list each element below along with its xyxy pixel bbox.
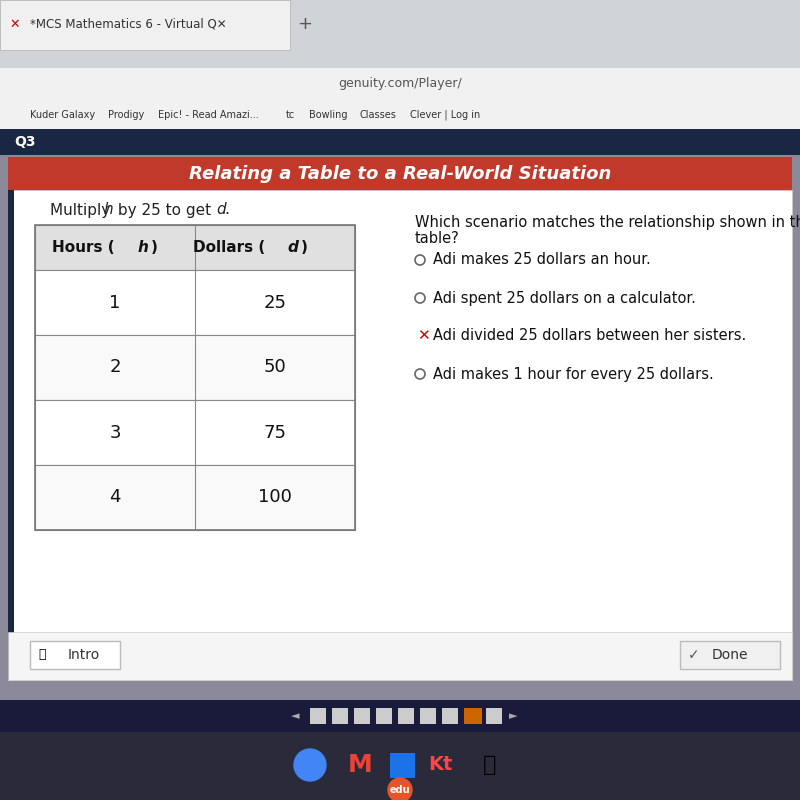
Bar [398,708,414,724]
Bar [0,732,800,800]
Text: Relating a Table to a Real-World Situation: Relating a Table to a Real-World Situati… [189,165,611,183]
Text: 3: 3 [110,423,121,442]
Bar [8,157,792,192]
Bar [442,708,458,724]
Bar [376,708,392,724]
Text: Adi spent 25 dollars on a calculator.: Adi spent 25 dollars on a calculator. [433,290,696,306]
Bar [0,700,800,732]
Bar [35,465,355,530]
Bar [310,708,326,724]
Text: Hours (: Hours ( [52,240,115,255]
Text: *MCS Mathematics 6 - Virtual Q✕: *MCS Mathematics 6 - Virtual Q✕ [30,18,226,30]
Bar [35,225,355,530]
Text: genuity.com/Player/: genuity.com/Player/ [338,78,462,90]
Bar [390,753,415,778]
Circle shape [388,778,412,800]
Text: Done: Done [712,648,748,662]
Text: Adi makes 1 hour for every 25 dollars.: Adi makes 1 hour for every 25 dollars. [433,366,714,382]
Text: ►: ► [509,711,518,721]
Bar [8,190,792,680]
Text: tc: tc [286,110,295,120]
Bar [464,708,482,724]
Text: table?: table? [415,231,460,246]
Text: 1: 1 [110,294,121,311]
Bar [30,641,120,669]
Bar [0,129,800,155]
Text: 🔊: 🔊 [38,649,46,662]
Circle shape [294,749,326,781]
Text: Dollars (: Dollars ( [193,240,265,255]
Bar [420,708,436,724]
Bar [680,641,780,669]
Text: Prodigy: Prodigy [108,110,144,120]
Text: Kt: Kt [428,755,452,774]
Bar [354,708,370,724]
Text: Adi makes 25 dollars an hour.: Adi makes 25 dollars an hour. [433,253,650,267]
Text: ◄: ◄ [290,711,299,721]
Text: by 25 to get: by 25 to get [113,202,216,218]
Text: M: M [348,753,372,777]
Text: Q3: Q3 [14,135,35,149]
Text: 75: 75 [263,423,286,442]
Bar [35,225,355,270]
Text: ✕: ✕ [10,18,20,30]
Text: ✓: ✓ [688,648,700,662]
Text: 🗂: 🗂 [483,755,497,775]
Text: ): ) [151,240,158,255]
Bar [0,0,800,70]
Text: Which scenario matches the relationship shown in the: Which scenario matches the relationship … [415,215,800,230]
Text: ✕: ✕ [417,329,430,343]
Text: Intro: Intro [68,648,100,662]
Bar [8,632,792,680]
Text: Kuder Galaxy: Kuder Galaxy [30,110,95,120]
Text: Clever | Log in: Clever | Log in [410,110,480,120]
Bar [0,100,800,130]
Text: 50: 50 [264,358,286,377]
Text: ): ) [301,240,308,255]
Bar [0,0,290,50]
Text: h: h [103,202,113,218]
Text: 25: 25 [263,294,286,311]
Bar [35,270,355,335]
Text: Classes: Classes [359,110,396,120]
Bar [332,708,348,724]
Text: Adi divided 25 dollars between her sisters.: Adi divided 25 dollars between her siste… [433,329,746,343]
Bar [8,190,14,680]
Text: d: d [216,202,226,218]
Text: ●: ● [298,751,322,779]
Text: 100: 100 [258,489,292,506]
Bar [486,708,502,724]
Text: .: . [224,202,229,218]
Text: +: + [298,15,313,33]
Text: 4: 4 [110,489,121,506]
Bar [35,335,355,400]
Text: Multiply: Multiply [50,202,115,218]
Text: 2: 2 [110,358,121,377]
Text: h: h [138,240,149,255]
Bar [0,68,800,100]
Bar [35,400,355,465]
Text: Epic! - Read Amazi...: Epic! - Read Amazi... [158,110,259,120]
Text: Bowling: Bowling [309,110,347,120]
Text: d: d [287,240,298,255]
Text: edu: edu [390,785,410,795]
